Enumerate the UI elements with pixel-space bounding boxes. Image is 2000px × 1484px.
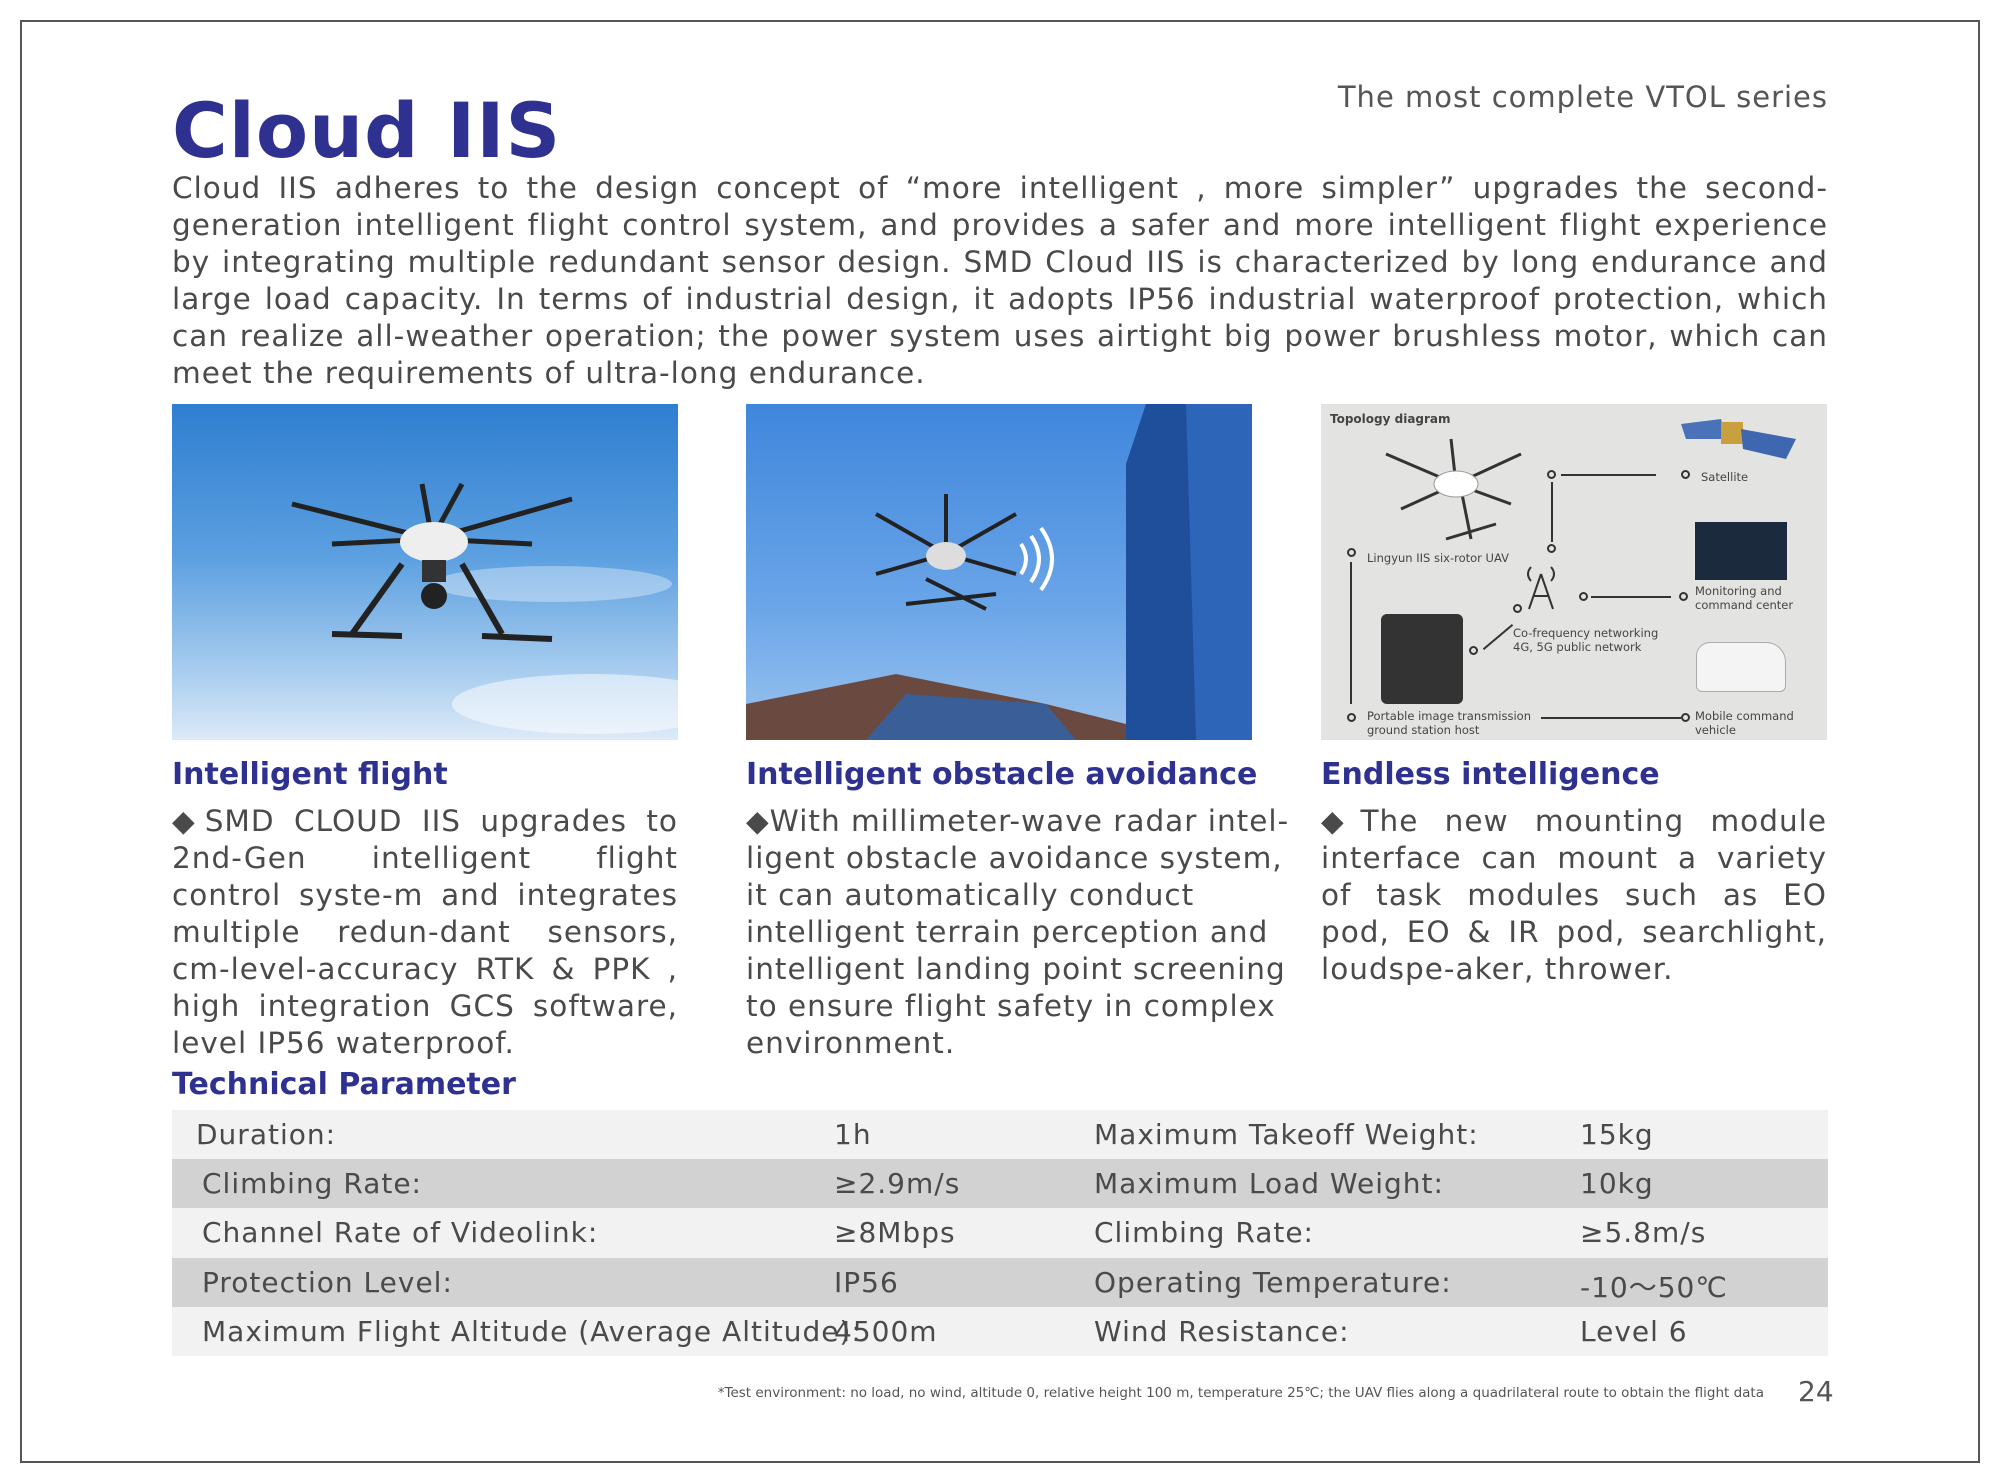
uav-label: Lingyun IIS six-rotor UAV: [1367, 551, 1509, 565]
feature-text: ◆The new mounting module interface can m…: [1321, 804, 1827, 986]
param-value: ≥2.9m/s: [834, 1167, 961, 1201]
param-value: -10～50℃: [1580, 1270, 1728, 1304]
drone-sky-photo: [172, 404, 678, 740]
param-value: 10kg: [1580, 1167, 1654, 1201]
param-label: Operating Temperature:: [1094, 1265, 1452, 1299]
param-label: Climbing Rate:: [202, 1167, 422, 1201]
tech-params-title: Technical Parameter: [172, 1067, 516, 1102]
feature-title: Intelligent obstacle avoidance: [746, 757, 1258, 792]
uav-icon: [1385, 438, 1522, 541]
tech-params-table: Duration: 1h Maximum Takeoff Weight: 15kg C…: [172, 1110, 1828, 1356]
table-row: Protection Level: IP56 Operating Temperatu…: [172, 1257, 1828, 1307]
param-value: Level 6: [1580, 1314, 1688, 1348]
table-row: Duration: 1h Maximum Takeoff Weight: 15kg: [172, 1110, 1828, 1160]
footnote: *Test environment: no load, no wind, alt…: [717, 1385, 1764, 1401]
ground-station-photo: [1381, 614, 1463, 704]
param-value: 15kg: [1580, 1118, 1654, 1151]
page-title: Cloud IIS: [172, 86, 562, 175]
intro-paragraph: Cloud IIS adheres to the design concept …: [172, 171, 1828, 390]
tower-icon: [1527, 566, 1555, 610]
vehicle-label: Mobile command vehicle: [1695, 709, 1794, 737]
ground-station-label: Portable image transmission ground stati…: [1367, 709, 1532, 737]
table-row: Climbing Rate: ≥2.9m/s Maximum Load Weight…: [172, 1159, 1828, 1209]
param-label: Duration:: [196, 1118, 337, 1151]
feature-text: ◆SMD CLOUD IIS upgrades to 2nd-Gen intel…: [172, 804, 678, 1060]
param-label: Protection Level:: [202, 1265, 453, 1299]
param-value: ≥8Mbps: [834, 1216, 956, 1250]
table-row: Channel Rate of Videolink: ≥8Mbps Climbing…: [172, 1208, 1828, 1258]
param-label: Channel Rate of Videolink:: [202, 1216, 599, 1250]
feature-text: ◆With millimeter-wave radar intel-ligent…: [746, 804, 1290, 1060]
param-value: 4500m: [834, 1314, 938, 1348]
page-number: 24: [1798, 1375, 1834, 1408]
vehicle-photo: [1696, 642, 1786, 692]
param-label: Maximum Takeoff Weight:: [1094, 1118, 1479, 1151]
param-label: Wind Resistance:: [1094, 1314, 1350, 1348]
satellite-icon: [1681, 419, 1796, 459]
topology-title: Topology diagram: [1330, 412, 1451, 426]
monitoring-label: Monitoring and command center: [1695, 584, 1794, 612]
monitoring-center-photo: [1695, 522, 1787, 580]
param-value: ≥5.8m/s: [1580, 1216, 1707, 1250]
satellite-label: Satellite: [1701, 470, 1749, 484]
feature-title: Endless intelligence: [1321, 757, 1660, 792]
param-value: IP56: [834, 1265, 899, 1299]
feature-title: Intelligent flight: [172, 757, 448, 792]
param-label: Maximum Load Weight:: [1094, 1167, 1444, 1201]
series-tagline: The most complete VTOL series: [1337, 80, 1828, 114]
topology-diagram: Topology diagram Lingyun IIS six-rotor U…: [1321, 404, 1827, 740]
drone-city-photo: [746, 404, 1252, 740]
param-value: 1h: [834, 1118, 872, 1151]
param-label: Climbing Rate:: [1094, 1216, 1314, 1250]
param-label: Maximum Flight Altitude (Average Altitud…: [202, 1314, 862, 1348]
page-border: [20, 20, 1980, 1463]
table-row: Maximum Flight Altitude (Average Altitud…: [172, 1306, 1828, 1356]
network-label: Co-frequency networking 4G, 5G public ne…: [1513, 626, 1659, 654]
